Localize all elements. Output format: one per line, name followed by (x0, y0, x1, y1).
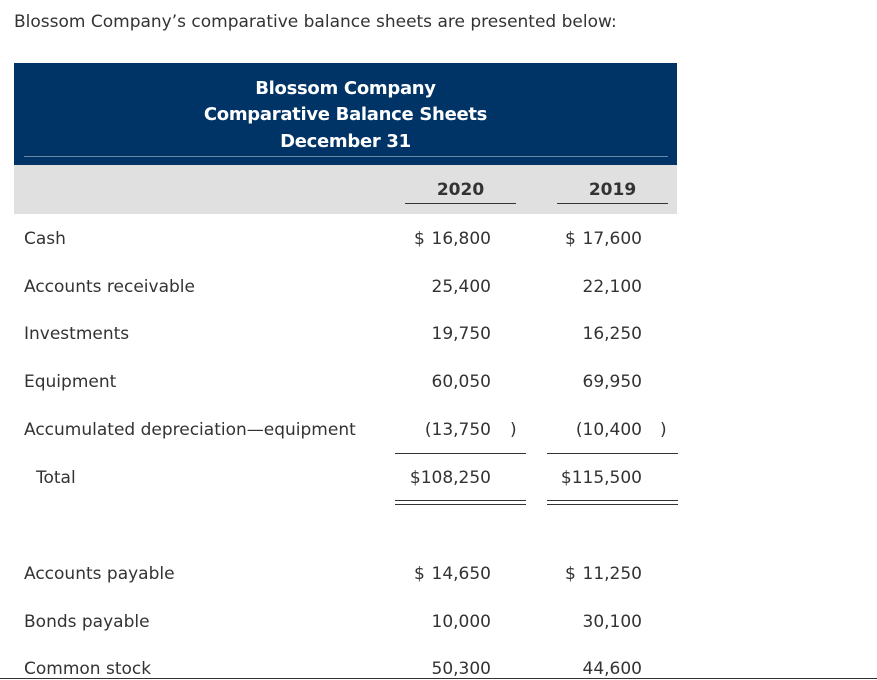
rule (405, 203, 516, 204)
amount: $115,500 (560, 467, 642, 488)
amount: 14,650 (431, 564, 491, 584)
row-label: Cash (24, 229, 66, 249)
bottom-rule (0, 678, 877, 679)
amount: 44,600 (582, 659, 642, 680)
amount: $108,250 (409, 467, 491, 488)
statement-title: Comparative Balance Sheets (203, 104, 488, 125)
column-header: 2019 (588, 180, 637, 200)
row-label: Common stock (24, 659, 152, 680)
paren: ) (510, 419, 517, 440)
currency: $ (414, 564, 425, 584)
amount: 17,600 (582, 229, 642, 249)
amount: 10,000 (431, 611, 491, 632)
amount: (10,400 (575, 419, 642, 440)
row-label: Accumulated depreciation—equipment (24, 419, 356, 440)
amount: 69,950 (582, 372, 642, 393)
amount: (13,750 (424, 419, 491, 440)
row-label: Accounts receivable (24, 276, 195, 297)
amount: 22,100 (582, 276, 642, 297)
row-label: Equipment (24, 372, 117, 393)
amount: 16,250 (582, 324, 642, 345)
rule (547, 500, 678, 501)
amount: 25,400 (431, 276, 491, 297)
amount: 11,250 (582, 564, 642, 584)
rule (557, 203, 668, 204)
statement-date: December 31 (280, 131, 411, 152)
table-header: Blossom Company Comparative Balance Shee… (14, 63, 677, 165)
rule (395, 500, 526, 501)
rule (395, 453, 526, 454)
column-header: 2020 (436, 180, 485, 200)
intro: Blossom Company’s comparative balance sh… (14, 12, 617, 32)
rule (395, 504, 526, 505)
paren: ) (660, 419, 667, 440)
currency: $ (565, 229, 576, 249)
company: Blossom Company (255, 78, 436, 99)
row-label: Total (36, 467, 76, 488)
rule (547, 504, 678, 505)
column-band (14, 165, 677, 214)
rule (547, 453, 678, 454)
amount: 16,800 (431, 229, 491, 249)
amount: 50,300 (431, 659, 491, 680)
row-label: Investments (24, 324, 130, 345)
currency: $ (565, 564, 576, 584)
amount: 30,100 (582, 611, 642, 632)
header-rule (24, 156, 668, 157)
amount: 19,750 (431, 324, 491, 345)
currency: $ (414, 229, 425, 249)
row-label: Accounts payable (24, 564, 175, 584)
row-label: Bonds payable (24, 611, 150, 632)
amount: 60,050 (431, 372, 491, 393)
